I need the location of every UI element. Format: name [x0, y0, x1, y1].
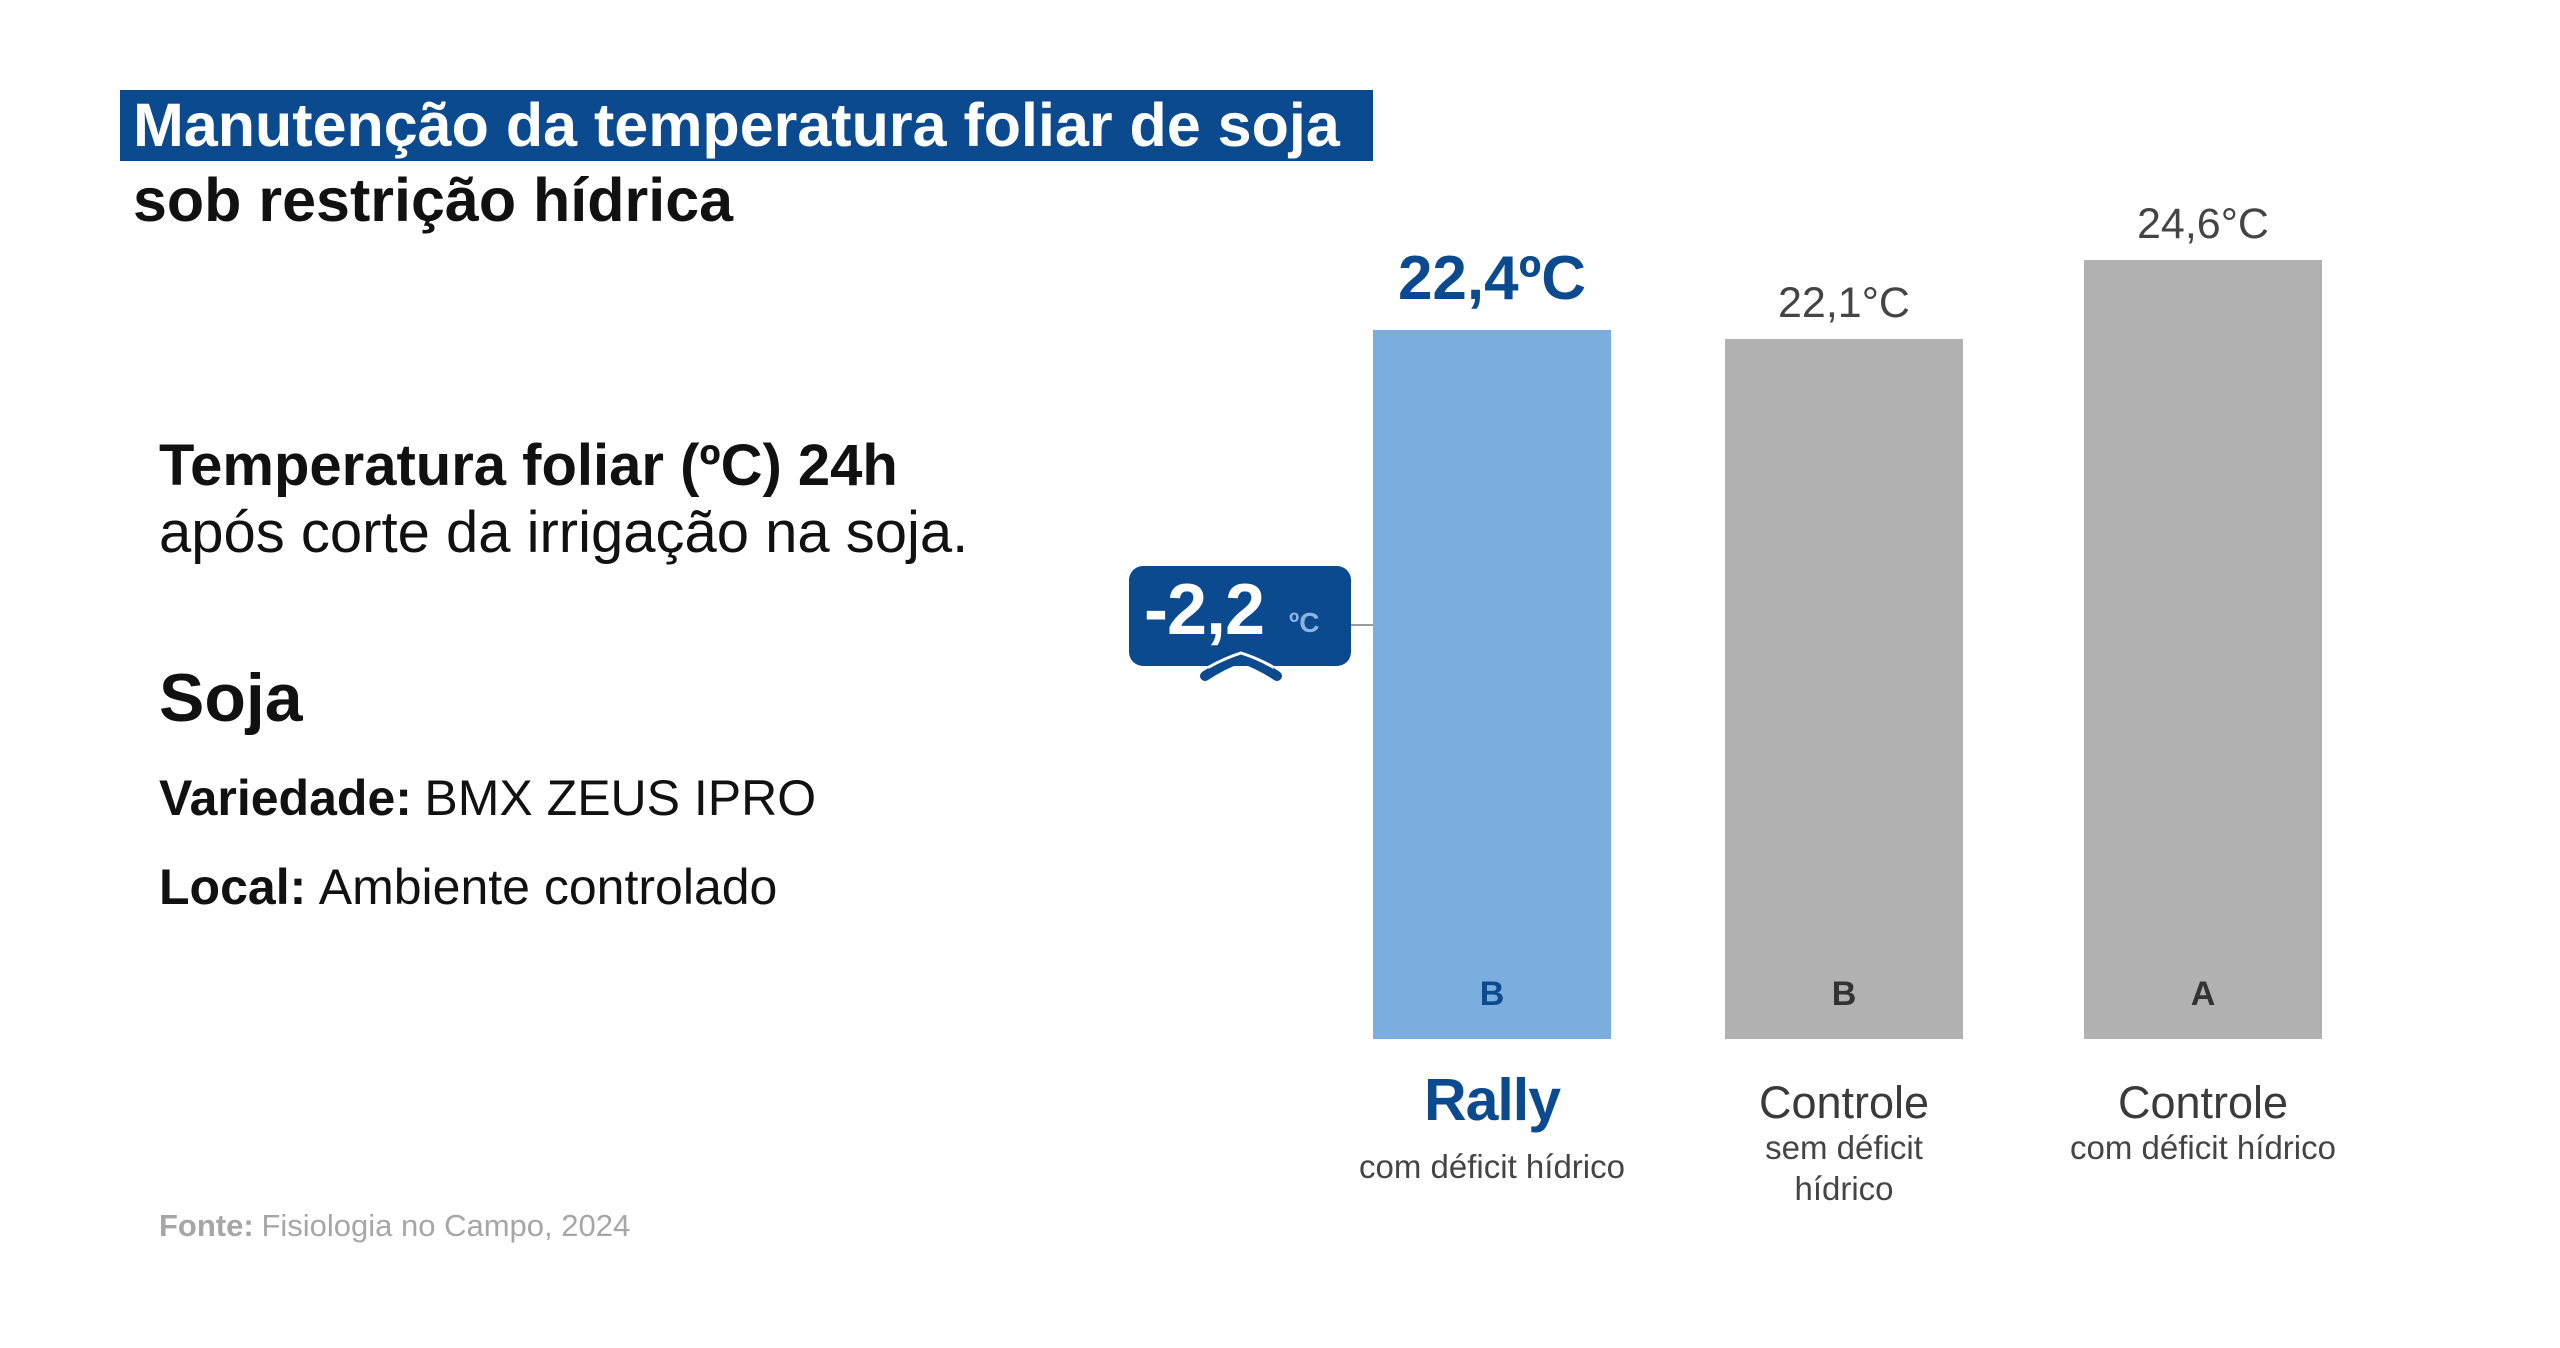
bar-group-control-no-deficit: 22,1°C B Controle sem déficit hídrico	[1725, 0, 1963, 1348]
value-label-rally: 22,4ºC	[1397, 243, 1587, 313]
crop-name: Soja	[159, 660, 303, 736]
significance-letter-control-deficit: A	[2190, 975, 2216, 1013]
source-label: Fonte:	[159, 1208, 254, 1243]
location-line: Local: Ambiente controlado	[159, 862, 777, 912]
value-label-control-deficit: 24,6°C	[2137, 200, 2269, 248]
category-label-control-no-deficit: Controle	[1758, 1077, 1930, 1128]
category-note-control-deficit: com déficit hídrico	[2070, 1129, 2336, 1166]
variety-line: Variedade: BMX ZEUS IPRO	[159, 773, 816, 823]
difference-badge: -2,2 ºC	[1129, 566, 1351, 666]
badge-connector-line	[1351, 624, 1373, 626]
category-label-rally: Rally	[1423, 1067, 1561, 1133]
source-line: Fonte: Fisiologia no Campo, 2024	[159, 1210, 630, 1241]
significance-letter-rally: B	[1479, 975, 1505, 1013]
bar-group-control-deficit: 24,6°C A Controle com déficit hídrico	[2070, 0, 2336, 1348]
bar-rally	[1373, 329, 1611, 1039]
measurement-subheading: após corte da irrigação na soja.	[159, 500, 969, 565]
badge-chevron-icon	[1200, 651, 1282, 681]
significance-letter-control-no-deficit: B	[1831, 975, 1857, 1013]
source-value: Fisiologia no Campo, 2024	[261, 1208, 631, 1243]
location-label: Local:	[159, 859, 307, 915]
variety-label: Variedade:	[159, 770, 412, 826]
difference-value: -2,2	[1144, 570, 1265, 650]
difference-unit: ºC	[1289, 607, 1320, 638]
bar-control-deficit	[2084, 260, 2322, 1039]
value-label-control-no-deficit: 22,1°C	[1778, 279, 1910, 328]
category-note-control-no-deficit: sem déficit hídrico	[1765, 1129, 1923, 1207]
page-subtitle: sob restrição hídrica	[133, 166, 734, 234]
measurement-heading: Temperatura foliar (ºC) 24h	[159, 433, 898, 498]
category-label-control-deficit: Controle	[2117, 1077, 2289, 1128]
bar-control-no-deficit	[1725, 339, 1963, 1039]
category-note-rally: com déficit hídrico	[1359, 1148, 1625, 1185]
bar-group-rally: 22,4ºC B Rally com déficit hídrico	[1359, 0, 1625, 1348]
title-banner: Manutenção da temperatura foliar de soja	[120, 90, 1373, 161]
variety-value: BMX ZEUS IPRO	[424, 770, 817, 826]
page-title: Manutenção da temperatura foliar de soja	[133, 91, 1340, 159]
location-value: Ambiente controlado	[318, 859, 778, 915]
